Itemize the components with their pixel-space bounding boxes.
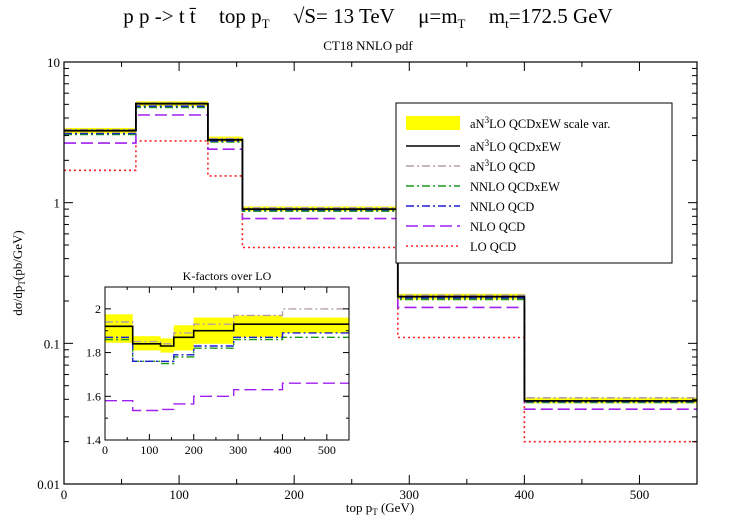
inset-plot-frame (104, 286, 350, 441)
title-observable: top pT (219, 4, 270, 32)
y-axis-label: dσ/dpT(pb/GeV) (10, 230, 27, 315)
chart-title: p p -> t t̄ top pT √S= 13 TeV μ=mT mt=17… (0, 4, 736, 32)
inset-background (105, 287, 349, 440)
inset-y-tick-label: 1.4 (86, 433, 101, 447)
inset-band-bin (233, 315, 283, 338)
inset-chart: 0 100 200 300 400 500 1.4 1.6 1.8 2 K-factors ove… (86, 269, 350, 457)
y-tick-label: 0.01 (37, 477, 60, 492)
legend: aN3LO QCDxEW scale var. aN3LO QCDxEW aN3LO… (395, 102, 673, 264)
chart-subtitle: CT18 NNLO pdf (323, 38, 413, 53)
inset-series-line (105, 382, 349, 412)
inset-title: K-factors over LO (183, 269, 272, 283)
title-energy: √S= 13 TeV (292, 4, 395, 28)
legend-label: NNLO QCD (470, 200, 534, 214)
inset-x-tick-label: 400 (273, 443, 291, 457)
inset-x-tick-label: 100 (140, 443, 158, 457)
inset-series-line (105, 323, 349, 347)
inset-band-bin (105, 314, 133, 343)
inset-y-tick-label: 1.8 (86, 346, 101, 360)
x-tick-label: 300 (400, 487, 420, 502)
inset-x-tick-label: 500 (318, 443, 336, 457)
inset-x-tick-label: 300 (229, 443, 247, 457)
inset-x-tick-label: 200 (185, 443, 203, 457)
title-scale: μ=mT (418, 4, 466, 32)
inset-x-tick-label: 0 (102, 443, 108, 457)
x-tick-label: 400 (515, 487, 535, 502)
x-tick-label: 200 (284, 487, 304, 502)
x-tick-label: 0 (61, 487, 68, 502)
legend-label: LO QCD (470, 240, 516, 254)
inset-band-bin (282, 317, 349, 333)
x-tick-label: 500 (630, 487, 650, 502)
inset-y-tick-label: 2 (95, 302, 101, 316)
legend-label: NLO QCD (470, 220, 525, 234)
inset-y-tick-label: 1.6 (86, 389, 101, 403)
y-tick-label: 0.1 (44, 336, 60, 351)
main-axes: 0 100 200 300 400 500 0.01 0.1 1 10 (37, 55, 697, 502)
inset-series-layer (105, 308, 349, 412)
y-tick-label: 1 (54, 196, 61, 211)
inset-axes: 0 100 200 300 400 500 1.4 1.6 1.8 2 (86, 287, 349, 457)
inset-series-line (105, 308, 349, 345)
legend-label: aN3LO QCD (470, 158, 535, 174)
inset-series-line (105, 336, 349, 365)
main-series-layer (64, 102, 697, 443)
main-series-line (64, 102, 697, 402)
inset-series-line (105, 332, 349, 362)
x-axis-label: top pT (GeV) (346, 500, 414, 517)
legend-band-swatch (406, 116, 460, 130)
title-process: p p -> t t̄ (123, 4, 196, 28)
legend-label: NNLO QCDxEW (470, 180, 560, 194)
legend-label-band: aN3LO QCDxEW scale var. (470, 115, 610, 131)
main-series-line (64, 140, 697, 443)
x-tick-label: 100 (169, 487, 189, 502)
main-plot-frame (63, 61, 698, 485)
title-mass: mt=172.5 GeV (488, 4, 613, 32)
legend-label: aN3LO QCDxEW (470, 138, 561, 154)
inset-band-layer (105, 314, 349, 353)
y-tick-label: 10 (47, 55, 60, 70)
